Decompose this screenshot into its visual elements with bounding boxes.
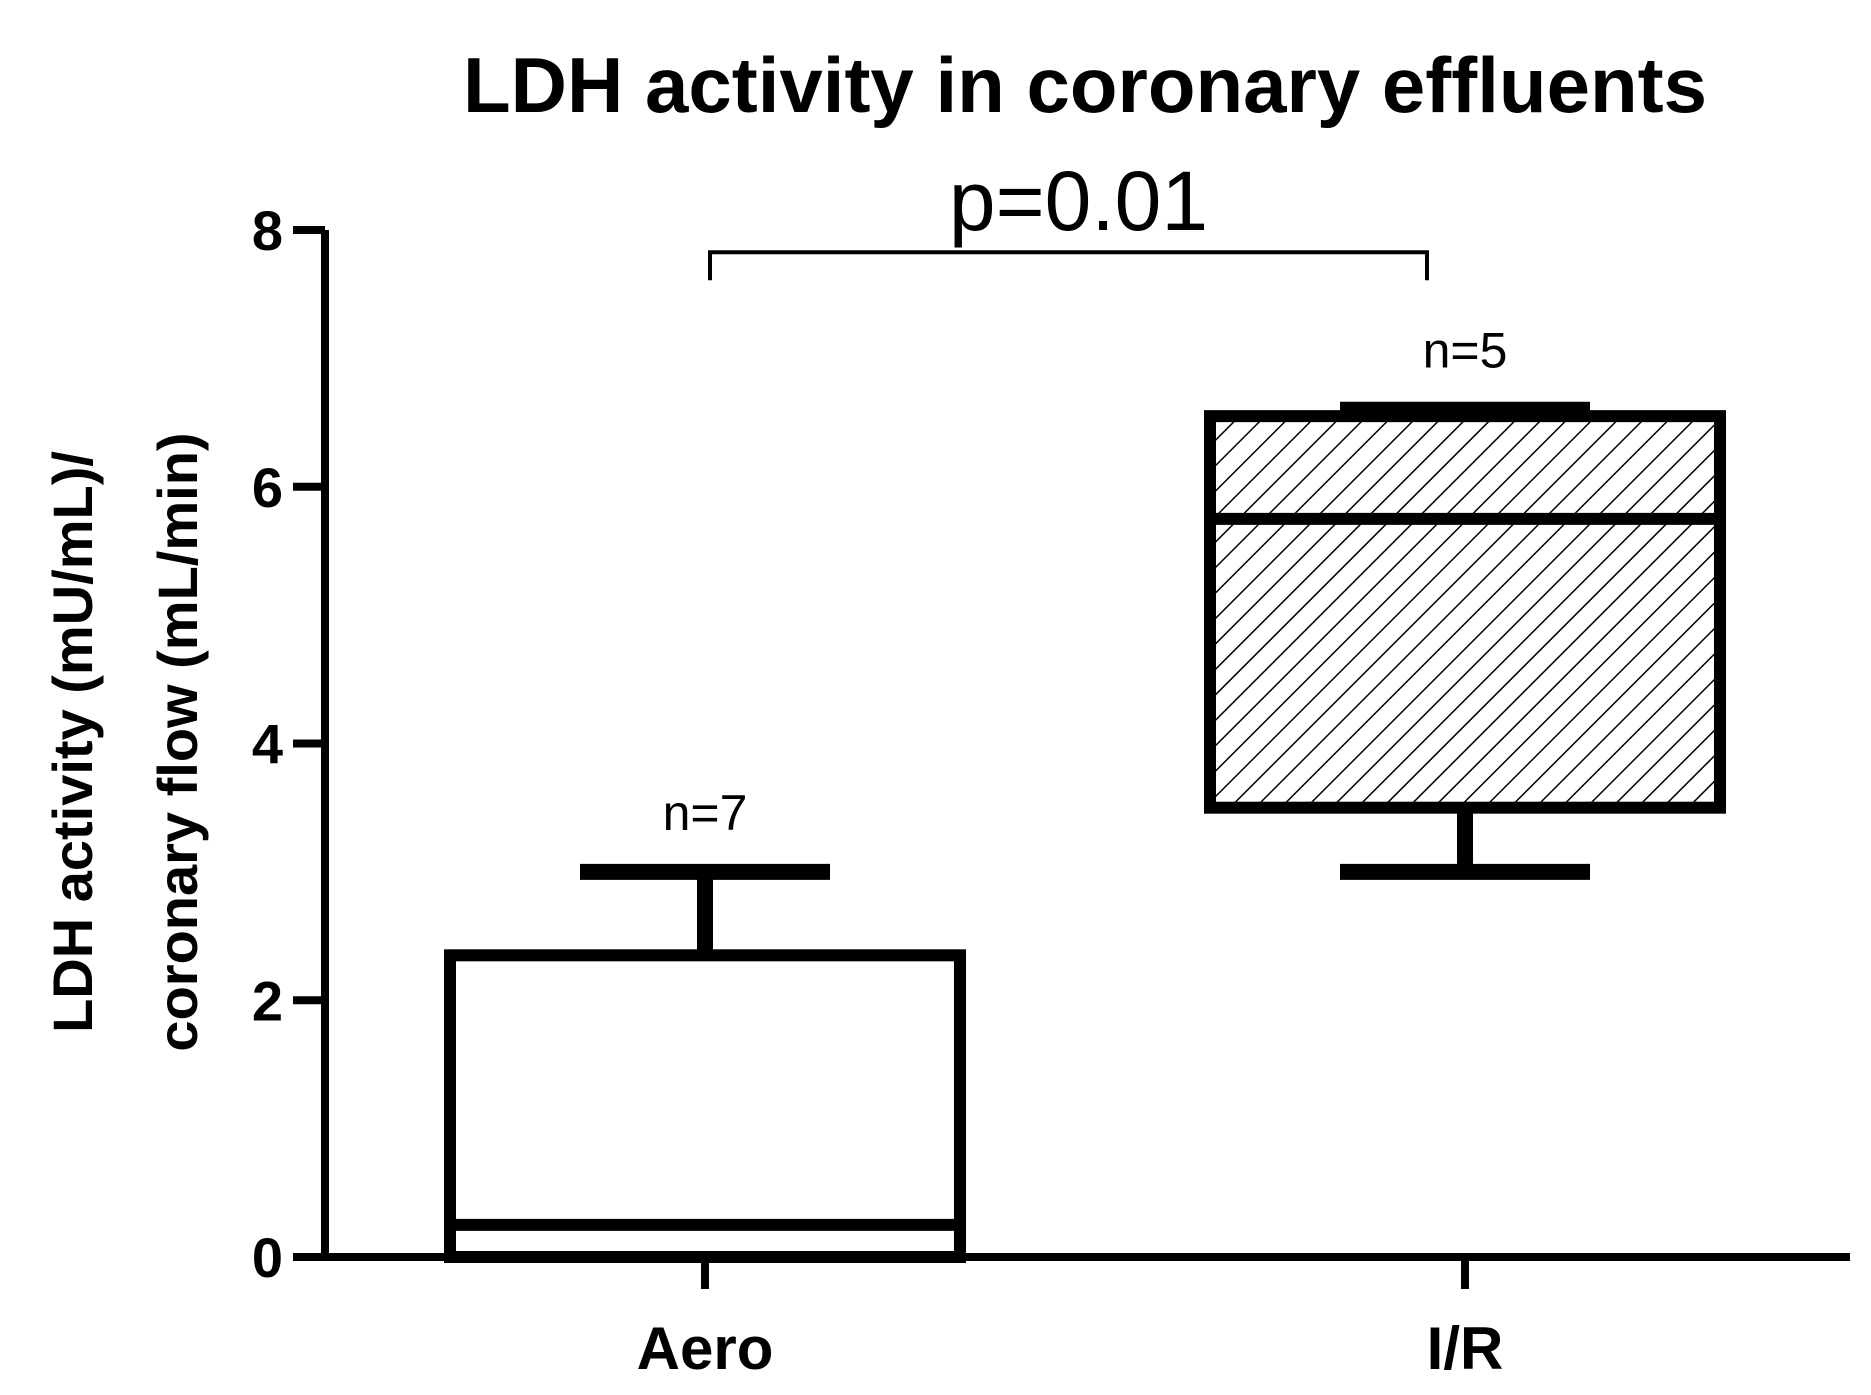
significance-bracket [708, 250, 1429, 281]
y-axis-label: LDH activity (mU/mL)/ coronary flow (mL/… [41, 432, 209, 1051]
y-tick-label-0: 0 [252, 1226, 283, 1289]
p-value-label: p=0.01 [949, 154, 1208, 248]
y-tick-label-4: 8 [252, 199, 283, 262]
box-1-body [1204, 410, 1726, 814]
y-tick-label-1: 2 [252, 969, 283, 1032]
y-axis-label-line1: LDH activity (mU/mL)/ [41, 451, 104, 1033]
plot-area: 0 2 4 6 8 Aero I/R n=7 n=5 p=0.01 [252, 154, 1850, 1382]
box-0-body [444, 949, 966, 1263]
box-0-n-label: n=7 [663, 785, 748, 841]
y-tick-label-3: 6 [252, 456, 283, 519]
x-category-label-0: Aero [637, 1315, 774, 1382]
y-tick-label-2: 4 [252, 713, 283, 776]
box-1-n-label: n=5 [1423, 323, 1508, 379]
chart-title: LDH activity in coronary effluents [463, 41, 1707, 129]
y-axis-label-line2: coronary flow (mL/min) [146, 432, 209, 1051]
x-category-label-1: I/R [1427, 1315, 1504, 1382]
